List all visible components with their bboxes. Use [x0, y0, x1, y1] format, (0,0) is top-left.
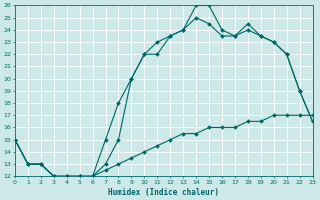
X-axis label: Humidex (Indice chaleur): Humidex (Indice chaleur): [108, 188, 219, 197]
